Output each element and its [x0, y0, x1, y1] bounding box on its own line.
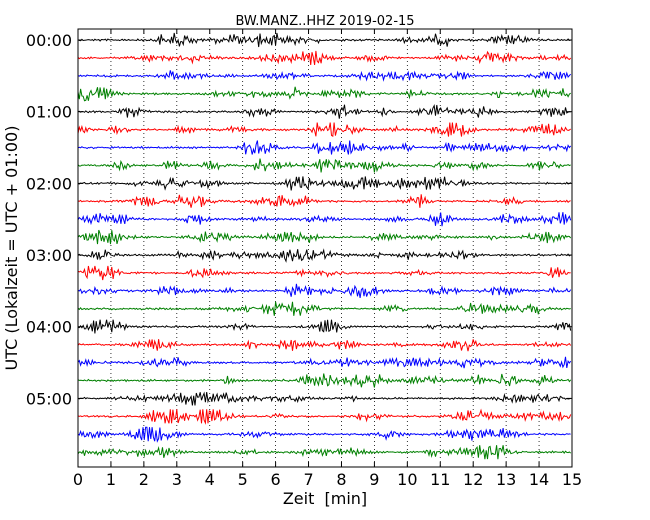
trace-row	[77, 373, 572, 388]
x-tick-label: 6	[271, 470, 281, 489]
x-tick-label: 1	[106, 470, 116, 489]
x-tick-label: 13	[496, 470, 516, 489]
y-tick-label: 01:00	[26, 103, 72, 122]
chart-title: BW.MANZ..HHZ 2019-02-15	[235, 14, 414, 29]
trace-row	[77, 408, 572, 425]
trace-row	[77, 122, 572, 138]
x-tick-label: 11	[430, 470, 450, 489]
x-tick-label: 15	[562, 470, 582, 489]
trace-row	[77, 70, 572, 82]
y-tick-label: 02:00	[26, 174, 72, 193]
vertical-grid	[110, 29, 540, 467]
trace-row	[77, 265, 571, 281]
x-tick-label: 5	[238, 470, 248, 489]
x-tick-label: 3	[172, 470, 182, 489]
trace-row	[77, 86, 572, 102]
trace-row	[77, 356, 572, 369]
y-tick-label: 03:00	[26, 246, 72, 265]
x-axis-ticks: 0 1 2 3 4 5 6 7 8 9 10 11 12 13 14 15	[73, 29, 582, 489]
trace-row	[77, 283, 572, 298]
trace-row	[77, 339, 572, 352]
trace-row	[77, 212, 572, 227]
x-tick-label: 12	[463, 470, 483, 489]
x-tick-label: 2	[139, 470, 149, 489]
trace-row	[77, 445, 572, 460]
plot-frame	[77, 28, 573, 468]
trace-row	[77, 194, 571, 208]
trace-row	[77, 104, 571, 119]
trace-row	[77, 140, 572, 155]
trace-row	[77, 229, 572, 245]
y-tick-label: 04:00	[26, 318, 72, 337]
x-tick-label: 7	[303, 470, 313, 489]
x-tick-label: 4	[205, 470, 215, 489]
trace-row	[77, 50, 572, 65]
x-tick-label: 14	[529, 470, 549, 489]
seismic-traces	[77, 32, 572, 460]
x-tick-label: 10	[397, 470, 417, 489]
y-axis-ticks: 00:00 01:00 02:00 03:00 04:00 05:00	[26, 31, 572, 408]
trace-row	[77, 158, 571, 173]
y-tick-label: 05:00	[26, 389, 72, 408]
trace-row	[77, 176, 572, 191]
x-axis-label: Zeit [min]	[283, 489, 367, 508]
x-tick-label: 8	[336, 470, 346, 489]
y-tick-label: 00:00	[26, 31, 72, 50]
y-axis-label: UTC (Lokalzeit = UTC + 01:00)	[2, 126, 21, 371]
trace-row	[77, 301, 571, 316]
x-tick-label: 0	[73, 470, 83, 489]
trace-row	[77, 391, 571, 406]
trace-row	[77, 319, 572, 334]
trace-row	[77, 248, 571, 263]
trace-row	[77, 426, 571, 443]
trace-row	[77, 32, 571, 48]
x-tick-label: 9	[369, 470, 379, 489]
